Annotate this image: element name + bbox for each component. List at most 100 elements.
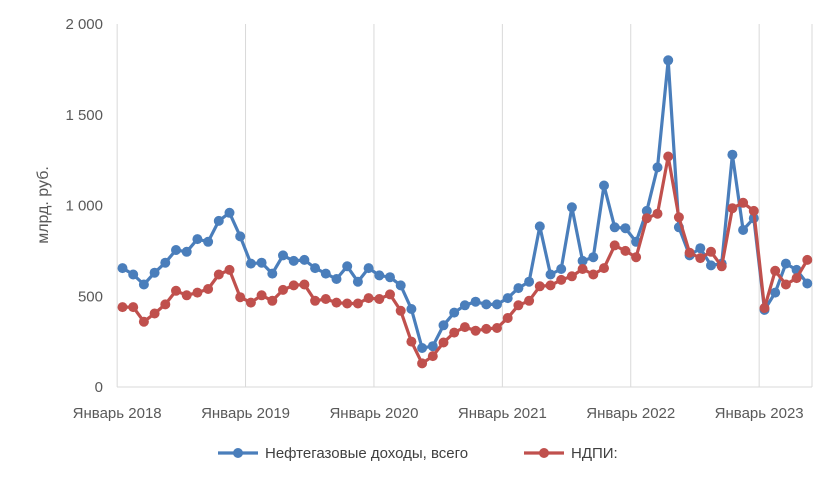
series-2-point	[695, 253, 706, 264]
x-axis-ticks: Январь 2018 Январь 2019 Январь 2020 Январь …	[73, 405, 804, 422]
series-1-point	[160, 257, 171, 268]
series-2-point	[684, 247, 695, 258]
series-2-point	[791, 273, 802, 284]
series-2-point	[160, 299, 171, 310]
series-2-point	[267, 295, 278, 306]
series-1-point	[128, 269, 139, 280]
series-2-point	[802, 254, 813, 265]
series-1-point	[727, 149, 738, 160]
series-1-point	[524, 276, 535, 287]
series-1-point	[641, 205, 652, 216]
series-2-point	[449, 327, 460, 338]
series-1-point	[738, 225, 749, 235]
series-1-point	[566, 202, 577, 213]
series-2-point	[502, 313, 513, 323]
series-1-point	[599, 180, 609, 191]
series-2-point	[128, 302, 139, 313]
series-2-point	[556, 274, 567, 285]
x-tick-label: Январь 2020	[329, 405, 418, 422]
series-2-point	[310, 295, 321, 306]
series-1-point	[652, 162, 663, 173]
series-1-point	[481, 299, 492, 310]
series-1-point	[278, 250, 288, 261]
y-tick-label: 1 500	[65, 107, 103, 124]
series-2-point	[385, 289, 395, 300]
series-2-point	[278, 284, 288, 295]
x-tick-label: Январь 2022	[586, 405, 675, 422]
series-1-point	[470, 296, 481, 307]
series-2-point	[235, 292, 246, 303]
series-2-point	[545, 280, 556, 291]
series-1-point	[192, 234, 203, 245]
series-2-point	[748, 205, 759, 216]
series-1-point	[609, 222, 620, 233]
series-1-point	[556, 264, 567, 274]
series-2-point	[438, 337, 449, 348]
series-1-point	[299, 254, 310, 265]
series-2-point	[395, 305, 406, 316]
y-axis-title: млрд. руб.	[35, 166, 52, 244]
series-2-point	[224, 264, 235, 275]
series-2-point	[320, 294, 331, 304]
series-1-point	[245, 258, 256, 269]
series-2-point	[524, 295, 535, 306]
series-1	[117, 55, 813, 353]
series-1-point	[780, 258, 791, 269]
series-1-point	[385, 272, 395, 283]
legend-swatch-marker	[539, 448, 549, 458]
y-tick-label: 2 000	[65, 16, 103, 33]
series-1-point	[534, 221, 545, 232]
series-2-point	[566, 271, 577, 282]
series-1-point	[256, 257, 267, 268]
series-1-point	[342, 261, 353, 272]
series-2-point	[673, 212, 684, 223]
x-tick-label: Январь 2021	[458, 405, 547, 422]
series-2-point	[759, 303, 770, 313]
series-1-point	[545, 269, 556, 280]
series-1-point	[770, 287, 781, 298]
series-2-point	[663, 151, 674, 162]
series-1-point	[374, 270, 385, 281]
series-2-point	[138, 316, 149, 327]
series-2-point	[631, 252, 642, 263]
y-tick-label: 500	[78, 288, 103, 305]
x-tick-label: Январь 2019	[201, 405, 290, 422]
series-1-point	[577, 255, 588, 266]
series-2-point	[342, 298, 353, 309]
series-2-point	[427, 351, 438, 362]
series-2-point	[652, 208, 663, 219]
series-1-point	[588, 252, 599, 263]
series-1-point	[513, 283, 524, 294]
series-2-point	[706, 246, 716, 257]
series-2-point	[513, 300, 524, 311]
series-2-point	[352, 298, 363, 309]
series-2-point	[481, 323, 492, 334]
x-tick-label: Январь 2023	[715, 405, 804, 422]
series-1-point	[395, 280, 406, 291]
series-1-point	[352, 276, 363, 287]
series-1-point	[417, 343, 428, 353]
series-2	[117, 151, 813, 369]
series-2-point	[577, 264, 588, 274]
series-1-point	[181, 246, 192, 257]
series-1-point	[310, 263, 321, 274]
y-axis-ticks: 0 500 1 000 1 500 2 000	[65, 16, 103, 396]
series-2-point	[599, 263, 609, 274]
series-2-point	[256, 290, 267, 301]
series-2-point	[171, 285, 181, 296]
series-2-point	[738, 197, 749, 208]
x-tick-label: Январь 2018	[73, 405, 162, 422]
series-2-point	[641, 213, 652, 224]
series-1-point	[459, 300, 470, 311]
series-2-point	[181, 290, 192, 301]
series-2-point	[213, 269, 224, 280]
series-2-point	[727, 203, 738, 214]
series-1-point	[331, 274, 342, 284]
legend: Нефтегазовые доходы, всего НДПИ:	[218, 445, 618, 462]
series-1-point	[117, 263, 128, 274]
series-2-point	[117, 302, 128, 313]
series-2-point	[406, 336, 417, 347]
series-2-point	[609, 240, 620, 251]
series-1-point	[320, 268, 331, 279]
